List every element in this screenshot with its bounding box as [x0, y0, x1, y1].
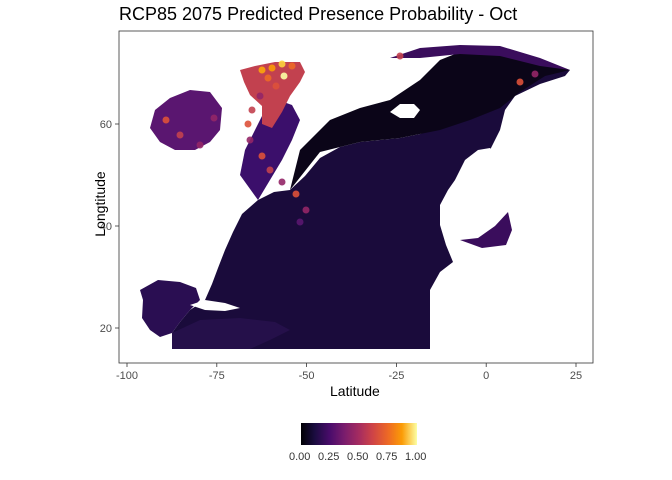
- probability-heatmap: [140, 45, 570, 349]
- cuba-land: [190, 300, 240, 311]
- high-probability-cell: [256, 92, 264, 100]
- x-tick-label: -100: [116, 370, 138, 382]
- x-tick-label: 25: [570, 370, 582, 382]
- iberia-land: [445, 205, 490, 240]
- high-probability-cell: [280, 72, 288, 80]
- high-probability-cell: [162, 116, 170, 124]
- chart-title: RCP85 2075 Predicted Presence Probabilit…: [119, 4, 518, 24]
- high-probability-cell: [244, 120, 252, 128]
- y-tick-label: 40: [100, 221, 112, 233]
- atlantic-basin: [172, 70, 570, 349]
- high-probability-cell: [272, 82, 280, 90]
- legend-tick-label: 0.50: [347, 451, 369, 463]
- high-probability-cell: [531, 70, 539, 78]
- high-probability-cell: [302, 206, 310, 214]
- x-tick-label: -75: [209, 370, 225, 382]
- high-probability-cell: [266, 166, 274, 174]
- high-probability-cell: [176, 131, 184, 139]
- axes: -100 -75 -50 -25 0 25 20 40 60: [100, 119, 582, 382]
- high-probability-cell: [258, 152, 266, 160]
- north-shelf: [390, 45, 570, 70]
- high-probability-cell: [268, 64, 276, 72]
- mediterranean: [460, 212, 512, 248]
- y-axis-label: Longtitude: [92, 171, 108, 237]
- high-probability-cell: [246, 136, 254, 144]
- color-legend-bar: [301, 423, 417, 445]
- high-probability-cell: [264, 74, 272, 82]
- high-probability-cell: [296, 218, 304, 226]
- x-tick-label: -50: [299, 370, 315, 382]
- high-probability-cell: [278, 178, 286, 186]
- high-probability-cell: [396, 52, 404, 60]
- y-tick-label: 20: [100, 323, 112, 335]
- x-axis-label: Latitude: [330, 383, 380, 399]
- nordic-seas: [290, 48, 570, 190]
- europe-land: [455, 148, 500, 186]
- high-probability-cell: [196, 141, 204, 149]
- hudson-bay: [150, 90, 222, 150]
- x-tick-label: 0: [483, 370, 489, 382]
- iceland-land: [390, 104, 420, 118]
- high-probability-cell: [288, 62, 296, 70]
- x-tick-label: -25: [388, 370, 404, 382]
- legend-tick-label: 0.25: [318, 451, 340, 463]
- high-probability-cell: [210, 114, 218, 122]
- high-probability-cell: [258, 66, 266, 74]
- caribbean-sea: [172, 318, 290, 349]
- high-probability-cell: [278, 60, 286, 68]
- baffin-bay: [240, 62, 305, 128]
- legend-tick-label: 1.00: [405, 451, 427, 463]
- high-probability-cell: [292, 190, 300, 198]
- high-probability-cell: [248, 106, 256, 114]
- legend-tick-label: 0.75: [376, 451, 398, 463]
- labrador-sea: [240, 100, 300, 200]
- gulf-of-mexico: [140, 280, 200, 337]
- high-probability-cell: [516, 78, 524, 86]
- y-tick-label: 60: [100, 119, 112, 131]
- legend-tick-label: 0.00: [289, 451, 311, 463]
